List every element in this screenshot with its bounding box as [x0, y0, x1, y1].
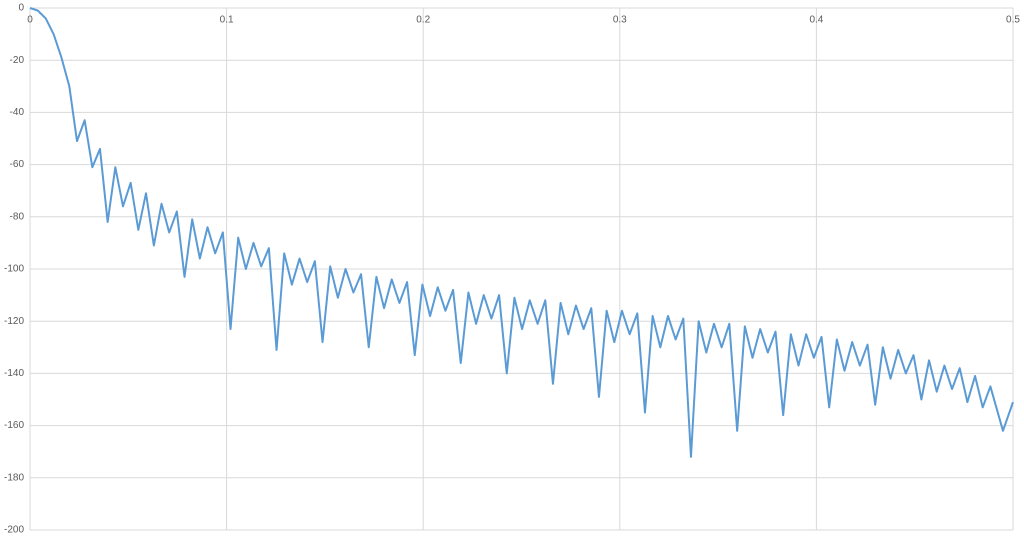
x-tick-label: 0.5 — [1006, 15, 1020, 26]
y-tick-label: -40 — [10, 107, 25, 118]
y-tick-label: -80 — [10, 211, 25, 222]
y-tick-label: -20 — [10, 55, 25, 66]
y-tick-label: -180 — [4, 472, 24, 483]
x-tick-label: 0.1 — [220, 15, 234, 26]
series-line — [29, 7, 1014, 458]
y-tick-label: -120 — [4, 316, 24, 327]
x-tick-label: 0.4 — [809, 15, 823, 26]
x-tick-label: 0.2 — [416, 15, 430, 26]
y-tick-label: -140 — [4, 368, 24, 379]
x-tick-label: 0 — [27, 15, 33, 26]
y-tick-label: -200 — [4, 525, 24, 536]
y-tick-label: -160 — [4, 420, 24, 431]
y-tick-label: -100 — [4, 264, 24, 275]
x-tick-label: 0.3 — [613, 15, 627, 26]
y-tick-label: -60 — [10, 159, 25, 170]
y-tick-label: 0 — [18, 3, 24, 14]
